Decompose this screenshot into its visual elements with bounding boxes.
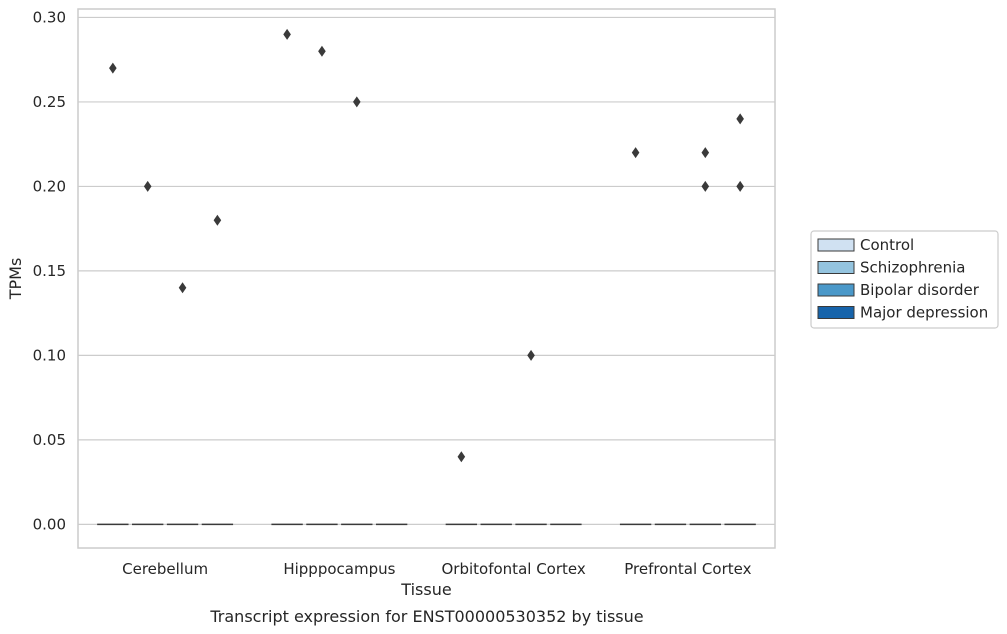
chart-caption: Transcript expression for ENST0000053035…: [209, 607, 643, 626]
outlier-point: [736, 180, 744, 192]
x-ticks: Cerebellum Hipppocampus Orbitofontal Corte…: [122, 560, 751, 578]
y-ticks: 0.00 0.05 0.10 0.15 0.20 0.25 0.30: [33, 8, 66, 533]
outlier-point: [353, 96, 361, 108]
outlier-point: [109, 62, 117, 74]
x-tick-label: Hipppocampus: [283, 560, 395, 578]
legend: Control Schizophrenia Bipolar disorder Majo…: [810, 230, 999, 329]
grid-lines: [78, 16, 775, 525]
y-tick-label: 0.20: [33, 177, 66, 195]
outlier-point: [283, 28, 291, 40]
x-tick-label: Cerebellum: [122, 560, 208, 578]
outlier-point: [701, 147, 710, 159]
legend-swatch: [817, 306, 855, 319]
legend-label: Bipolar disorder: [860, 281, 980, 299]
y-axis-title: TPMs: [6, 258, 25, 301]
outlier-point: [527, 349, 535, 361]
outlier-point: [457, 451, 466, 463]
outlier-point: [143, 180, 152, 192]
plot-frame: [77, 8, 776, 549]
x-axis-title: Tissue: [400, 580, 451, 599]
legend-swatch: [817, 283, 855, 297]
legend-label: Major depression: [860, 304, 988, 322]
outlier-point: [631, 147, 640, 159]
y-tick-label: 0.00: [33, 515, 66, 533]
x-tick-label: Orbitofontal Cortex: [442, 560, 586, 578]
legend-swatch: [817, 238, 855, 252]
y-tick-label: 0.30: [33, 8, 66, 26]
x-tick-label: Prefrontal Cortex: [624, 560, 751, 578]
y-tick-label: 0.25: [33, 93, 66, 111]
outlier-point: [318, 45, 326, 57]
legend-label: Control: [860, 236, 914, 254]
legend-label: Schizophrenia: [860, 259, 965, 277]
outlier-point: [701, 180, 710, 192]
y-tick-label: 0.15: [33, 262, 66, 280]
outlier-point: [178, 282, 187, 294]
outlier-point: [213, 214, 222, 226]
outlier-points: [109, 28, 744, 463]
outlier-point: [736, 113, 744, 125]
y-tick-label: 0.10: [33, 346, 66, 364]
legend-swatch: [817, 261, 855, 274]
legend-frame: [810, 230, 999, 329]
y-tick-label: 0.05: [33, 431, 66, 449]
